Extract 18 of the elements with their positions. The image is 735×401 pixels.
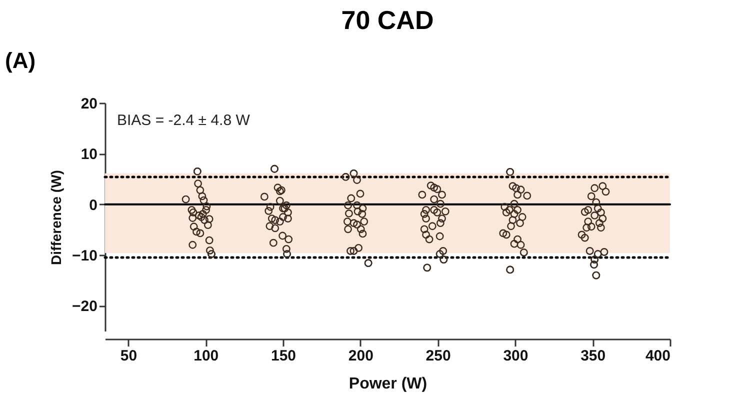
x-tick-label: 50 <box>120 348 138 364</box>
y-tick-label: 20 <box>80 96 98 112</box>
x-tick-label: 400 <box>645 348 670 364</box>
y-tick-label: −10 <box>72 248 98 264</box>
annotation: BIAS = -2.4 ± 4.8 W <box>117 112 251 129</box>
y-tick-label: 0 <box>89 196 98 214</box>
x-axis-title: Power (W) <box>348 376 428 392</box>
x-tick-label: 300 <box>503 348 528 364</box>
x-tick-label: 250 <box>426 348 451 364</box>
y-axis-title: Difference (W) <box>48 170 64 265</box>
chart-title: 70 CAD <box>341 5 434 35</box>
text: (A) <box>5 48 36 73</box>
x-tick-label: 150 <box>271 348 296 364</box>
x-tick-label: 200 <box>348 348 374 364</box>
y-tick-label: 10 <box>80 146 98 164</box>
y-tick-label: −20 <box>72 298 98 316</box>
x-tick-label: 350 <box>580 348 606 364</box>
x-tick-label: 100 <box>194 348 219 364</box>
